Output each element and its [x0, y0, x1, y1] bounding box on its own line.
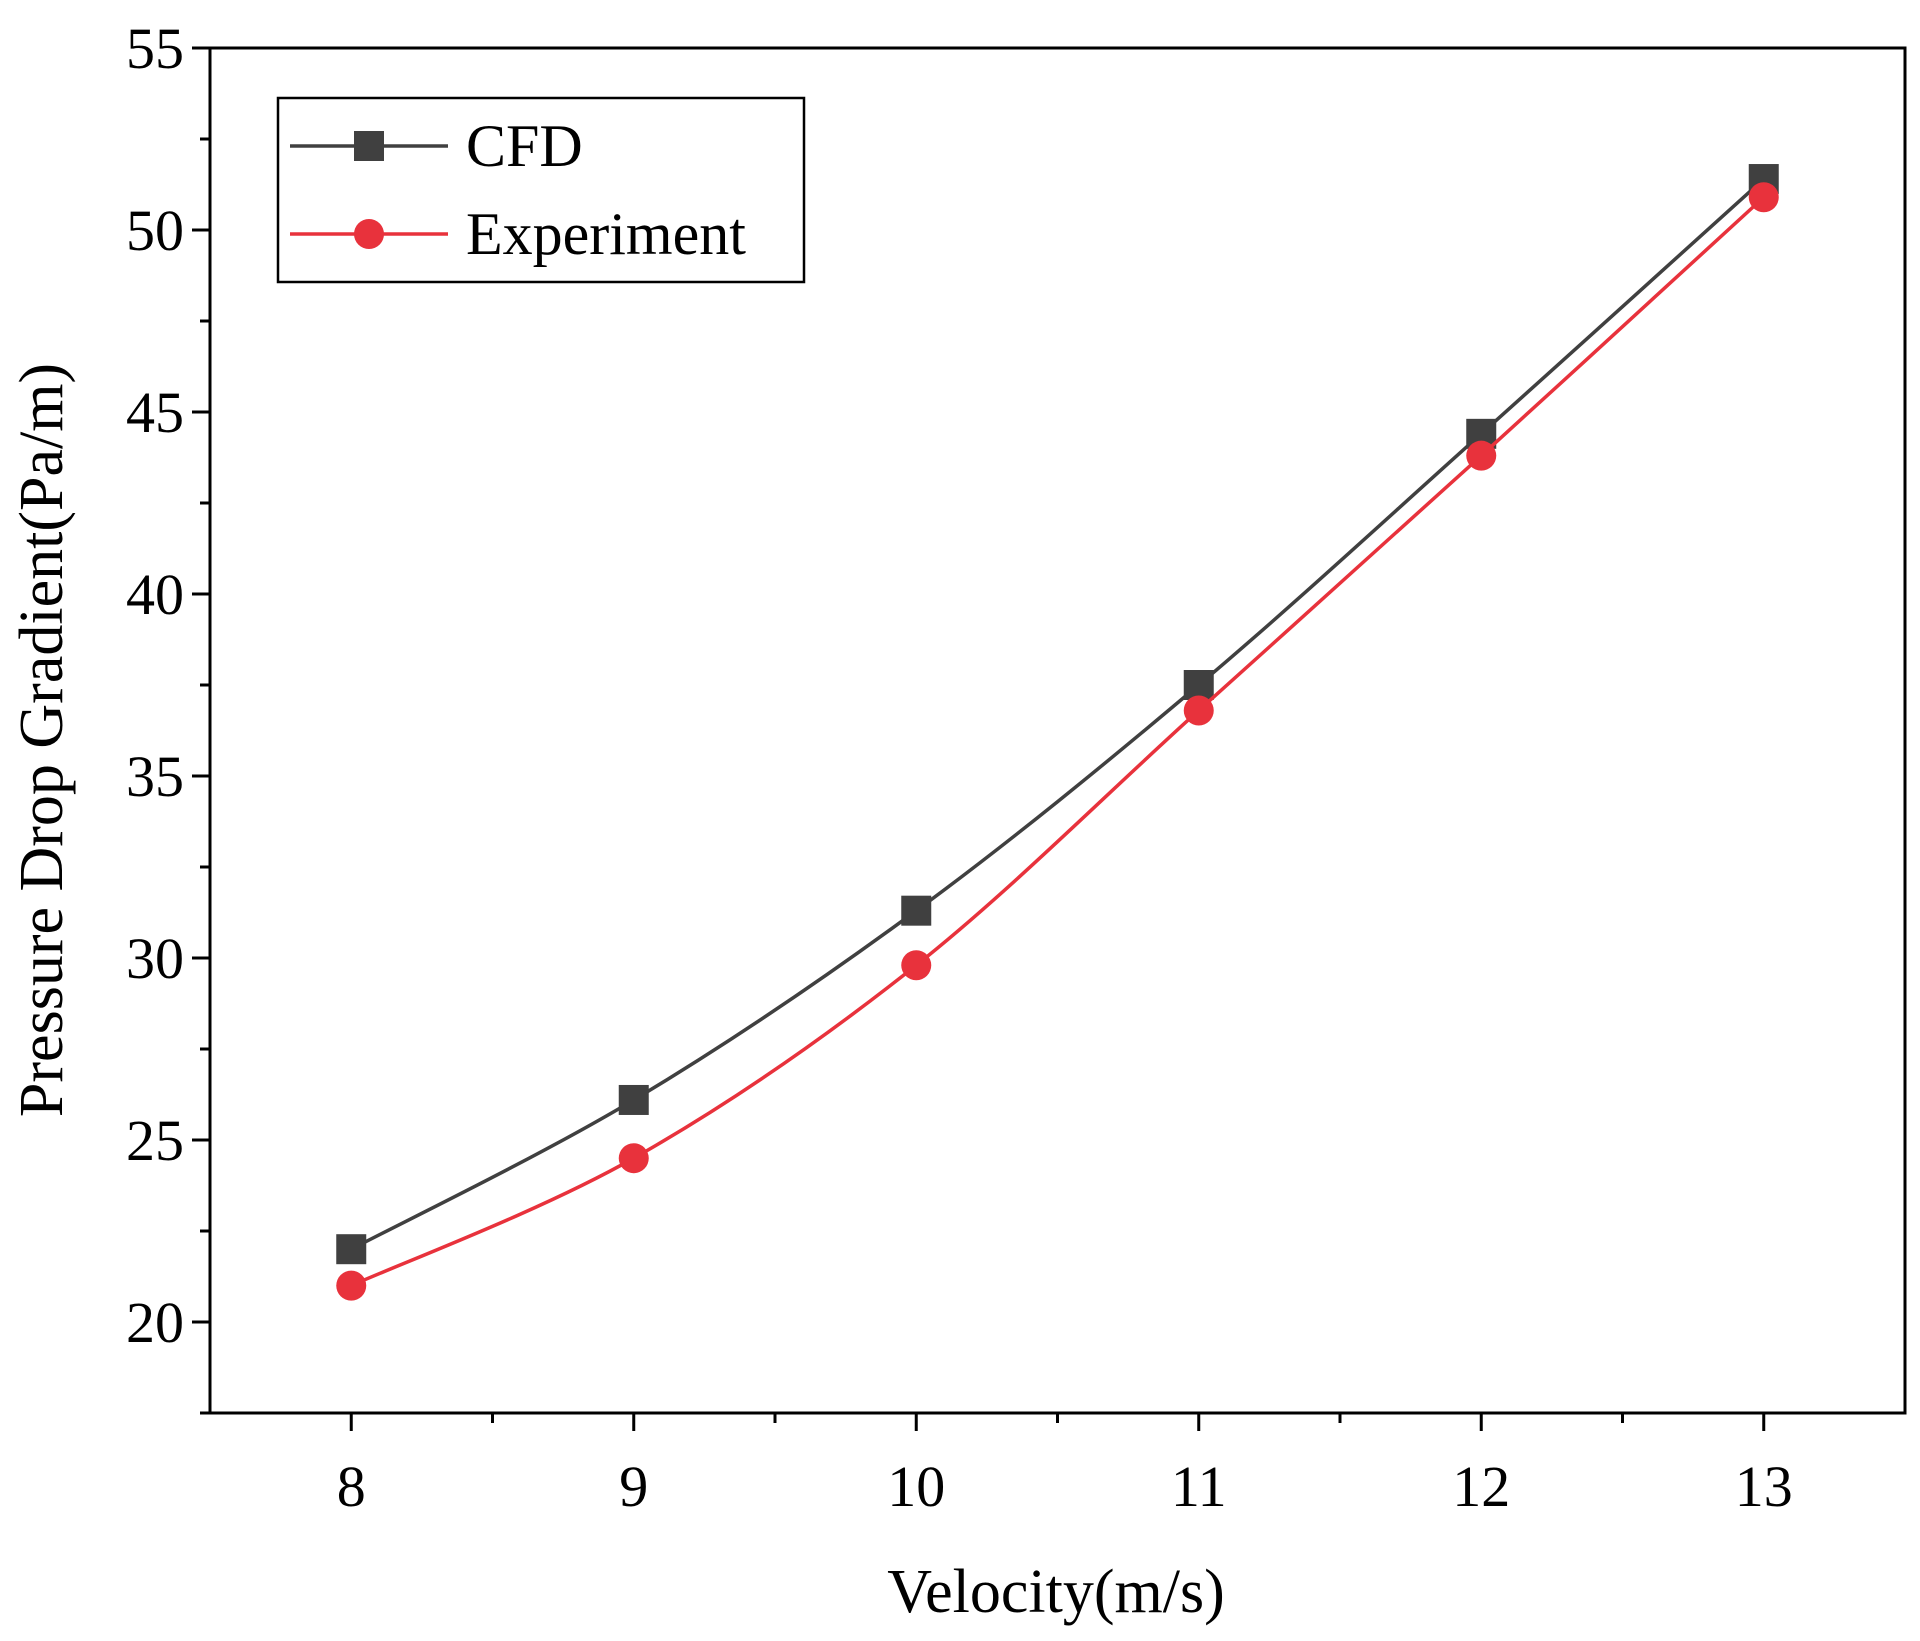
data-point-experiment: [1183, 695, 1214, 726]
data-point-cfd: [901, 895, 932, 926]
series-line-experiment: [350, 195, 1765, 1288]
legend-label-experiment: Experiment: [466, 201, 746, 267]
x-tick-label: 12: [1452, 1454, 1510, 1519]
x-axis-title: Velocity(m/s): [887, 1558, 1225, 1626]
data-point-experiment: [336, 1270, 367, 1301]
y-tick-label: 50: [126, 198, 184, 263]
data-point-cfd: [618, 1084, 649, 1115]
x-tick-label: 8: [337, 1454, 366, 1519]
data-point-experiment: [1466, 440, 1497, 471]
legend-marker-cfd: [354, 131, 384, 161]
y-tick-label: 55: [126, 16, 184, 81]
data-point-experiment: [1748, 182, 1779, 213]
x-tick-label: 10: [887, 1454, 945, 1519]
data-point-experiment: [901, 950, 932, 981]
y-axis-title: Pressure Drop Gradient(Pa/m): [8, 363, 76, 1117]
y-tick-label: 25: [126, 1108, 184, 1173]
y-tick-label: 35: [126, 744, 184, 809]
legend-label-cfd: CFD: [466, 113, 583, 179]
data-point-cfd: [1183, 670, 1214, 700]
legend-marker-experiment: [354, 219, 384, 249]
x-tick-label: 13: [1735, 1454, 1793, 1519]
x-tick-label: 9: [619, 1454, 648, 1519]
y-tick-label: 30: [126, 926, 184, 991]
data-point-cfd: [336, 1234, 367, 1265]
x-tick-label: 11: [1171, 1454, 1227, 1519]
series-line-cfd: [350, 177, 1765, 1251]
data-point-experiment: [618, 1143, 649, 1174]
y-tick-label: 45: [126, 380, 184, 445]
y-tick-label: 20: [126, 1290, 184, 1355]
legend-box: [276, 96, 806, 284]
y-tick-label: 40: [126, 562, 184, 627]
